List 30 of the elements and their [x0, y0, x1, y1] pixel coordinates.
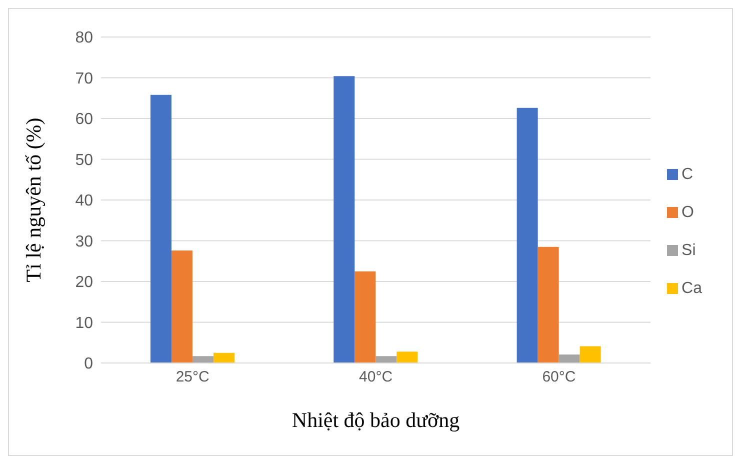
legend-label: O	[682, 204, 694, 221]
bar	[334, 76, 355, 363]
legend-label: Ca	[682, 280, 702, 297]
y-axis-title: Tỉ lệ nguyên tố (%)	[21, 118, 46, 282]
bar	[580, 346, 601, 363]
bar	[354, 271, 376, 363]
legend-label: C	[682, 166, 694, 183]
y-tick-label: 70	[75, 70, 94, 88]
bar	[150, 94, 172, 363]
x-tick-label: 60°C	[542, 368, 576, 386]
legend-label: Si	[682, 242, 696, 259]
bar	[538, 246, 559, 363]
bar	[558, 354, 580, 363]
y-tick-label: 60	[75, 111, 94, 128]
x-tick-label: 25°C	[176, 368, 210, 386]
y-tick-label: 80	[75, 30, 94, 47]
bar	[192, 356, 214, 363]
bar	[516, 108, 538, 363]
y-tick-label: 0	[84, 356, 94, 373]
bar	[396, 352, 418, 363]
y-tick-label: 10	[75, 314, 94, 332]
x-tick-label: 40°C	[359, 368, 393, 386]
bar	[213, 352, 234, 363]
x-axis-title: Nhiệt độ bảo dưỡng	[292, 408, 460, 432]
y-tick-label: 40	[75, 192, 94, 210]
y-tick-label: 30	[75, 233, 94, 250]
y-tick-label: 50	[75, 152, 94, 169]
bar	[376, 356, 397, 363]
bar	[171, 250, 192, 363]
y-tick-label: 20	[75, 274, 94, 292]
